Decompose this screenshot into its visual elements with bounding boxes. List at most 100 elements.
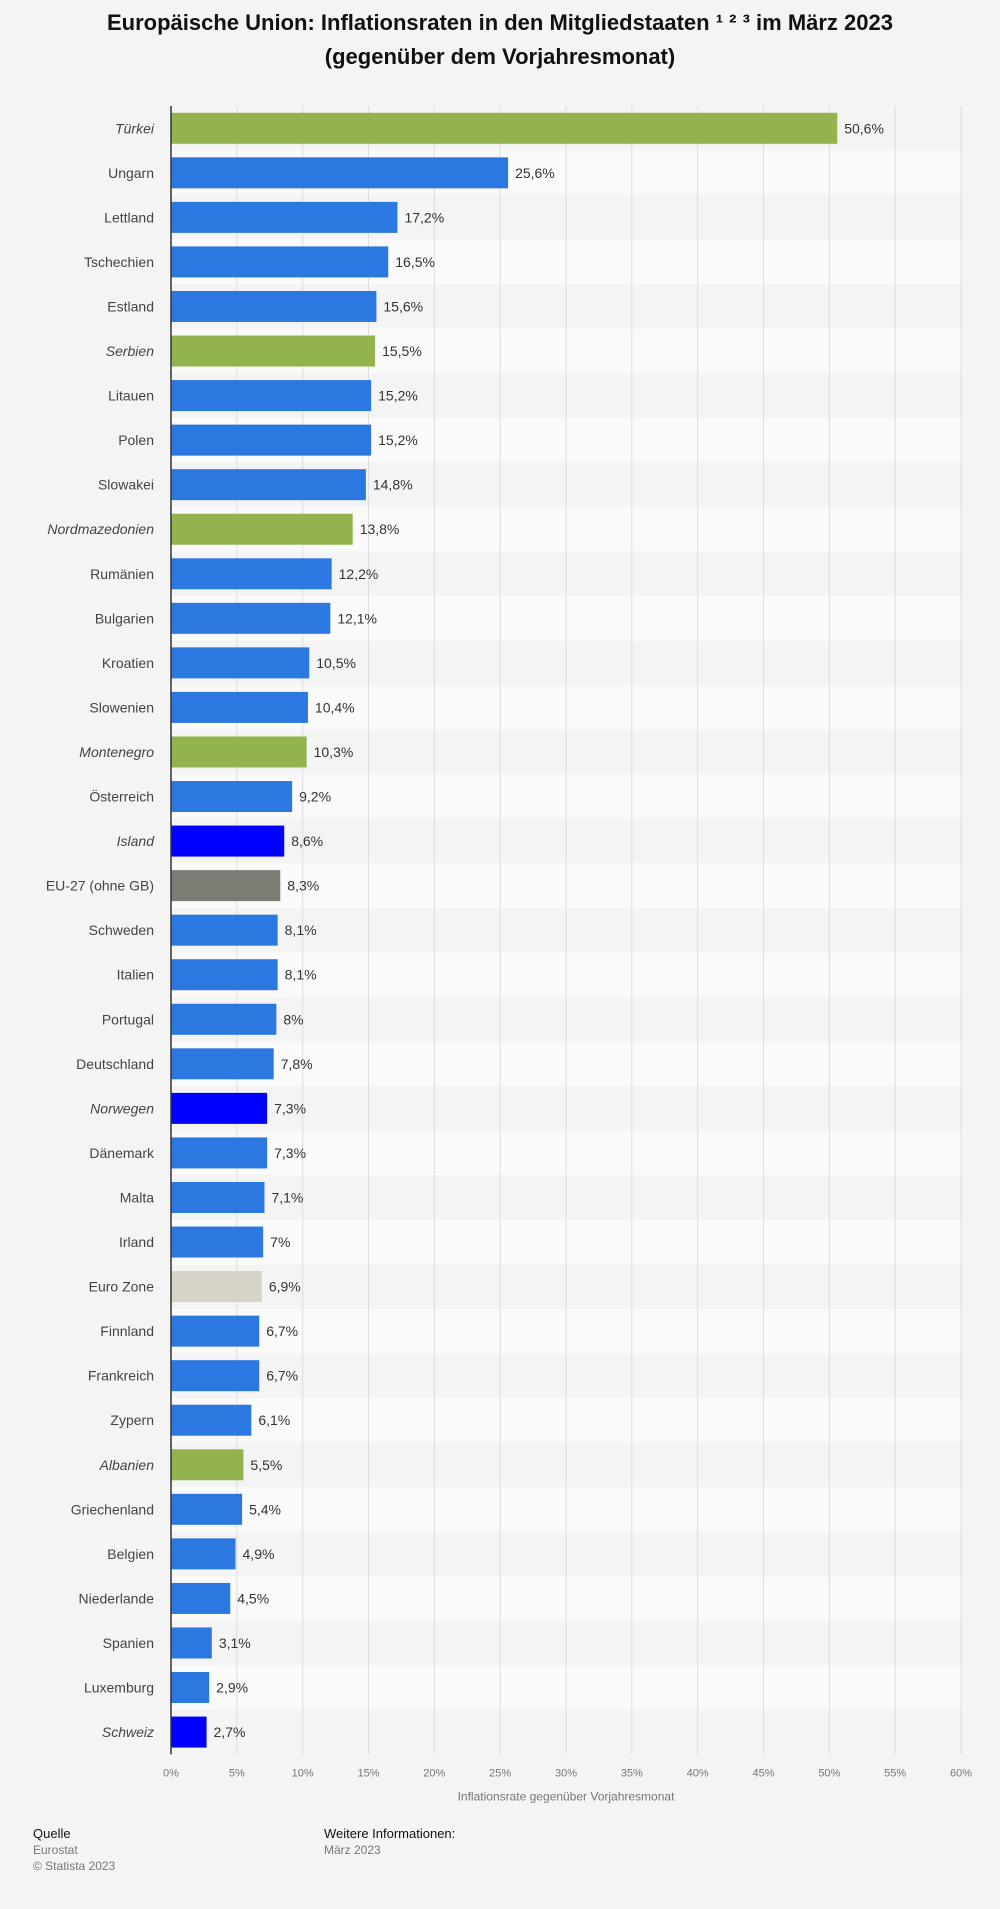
value-label: 8%	[283, 1011, 303, 1027]
value-label: 2,9%	[216, 1680, 248, 1696]
category-label: Nordmazedonien	[47, 521, 154, 537]
footer-source: Quelle Eurostat © Statista 2023	[33, 1826, 115, 1874]
bar	[171, 1271, 262, 1303]
value-label: 5,5%	[250, 1457, 282, 1473]
bar	[171, 1627, 212, 1659]
bar	[171, 1226, 264, 1258]
x-tick-label: 0%	[163, 1767, 179, 1779]
bar	[171, 1048, 274, 1080]
category-label: Slowakei	[98, 477, 154, 493]
value-label: 8,1%	[285, 967, 317, 983]
category-label: Malta	[120, 1189, 154, 1205]
bar	[171, 870, 281, 902]
x-tick-label: 15%	[357, 1767, 379, 1779]
bar	[171, 112, 838, 144]
value-label: 5,4%	[249, 1501, 281, 1517]
chart-title: Europäische Union: Inflationsraten in de…	[40, 6, 960, 74]
value-label: 15,5%	[382, 343, 422, 359]
value-label: 12,1%	[337, 610, 377, 626]
info-heading[interactable]: Weitere Informationen:	[324, 1826, 456, 1841]
category-label: Niederlande	[79, 1590, 155, 1606]
value-label: 6,9%	[269, 1279, 301, 1295]
category-label: Österreich	[89, 788, 154, 805]
bar	[171, 959, 278, 991]
category-label: Estland	[107, 298, 154, 314]
bar	[171, 1092, 268, 1124]
x-tick-label: 10%	[292, 1767, 314, 1779]
category-label: Euro Zone	[89, 1279, 155, 1295]
category-label: Schweden	[89, 922, 154, 938]
value-label: 15,6%	[383, 298, 423, 314]
category-label: Ungarn	[108, 165, 154, 181]
category-label: Dänemark	[89, 1145, 155, 1161]
bar	[171, 335, 376, 367]
x-tick-label: 45%	[752, 1767, 774, 1779]
value-label: 6,7%	[266, 1368, 298, 1384]
category-label: Litauen	[108, 388, 154, 404]
bar	[171, 691, 308, 723]
value-label: 7,8%	[281, 1056, 313, 1072]
value-label: 9,2%	[299, 789, 331, 805]
category-label: Island	[117, 833, 156, 849]
bar	[171, 1672, 210, 1704]
value-label: 4,5%	[237, 1590, 269, 1606]
bar	[171, 1493, 243, 1525]
category-label: Rumänien	[90, 566, 154, 582]
value-label: 10,4%	[315, 699, 355, 715]
bar	[171, 736, 307, 768]
bar	[171, 1181, 265, 1213]
category-label: Frankreich	[88, 1368, 154, 1384]
category-label: Irland	[119, 1234, 154, 1250]
category-label: Montenegro	[79, 744, 154, 760]
value-label: 15,2%	[378, 432, 418, 448]
category-label: Albanien	[99, 1457, 155, 1473]
category-label: Luxemburg	[84, 1680, 154, 1696]
footer-info: Weitere Informationen: März 2023	[324, 1826, 455, 1858]
value-label: 10,5%	[316, 655, 356, 671]
category-label: Belgien	[107, 1546, 154, 1562]
x-tick-label: 5%	[229, 1767, 245, 1779]
value-label: 50,6%	[844, 120, 884, 136]
bar	[171, 1538, 236, 1570]
value-label: 13,8%	[360, 521, 400, 537]
bar	[171, 825, 285, 857]
bar	[171, 558, 332, 590]
value-label: 6,7%	[266, 1323, 298, 1339]
category-label: Lettland	[104, 209, 154, 225]
bar-chart: 0% 5% 10% 15% 20% 25% 30% 35% 40% 45% 50% 55% 60% Inf…	[46, 106, 972, 1803]
chart-title-line-2: (gegenüber dem Vorjahresmonat)	[324, 44, 676, 69]
value-label: 16,5%	[395, 254, 435, 270]
x-tick-label: 60%	[950, 1767, 972, 1779]
bar	[171, 380, 372, 412]
value-label: 25,6%	[515, 165, 555, 181]
category-label: Italien	[117, 967, 154, 983]
value-label: 12,2%	[339, 566, 379, 582]
x-tick-label: 50%	[818, 1767, 840, 1779]
bar	[171, 1360, 260, 1392]
bar	[171, 513, 353, 545]
bar	[171, 469, 366, 501]
bar	[171, 1716, 207, 1748]
x-axis-label: Inflationsrate gegenüber Vorjahresmonat	[458, 1789, 675, 1803]
bar	[171, 1404, 252, 1436]
category-label: Serbien	[106, 343, 154, 359]
chart-title-line-1: Europäische Union: Inflationsraten in de…	[106, 10, 893, 35]
source-name[interactable]: Eurostat	[33, 1843, 78, 1857]
category-label: Slowenien	[89, 699, 154, 715]
value-label: 15,2%	[378, 388, 418, 404]
category-label: Deutschland	[76, 1056, 154, 1072]
bar	[171, 424, 372, 456]
category-label: Tschechien	[84, 254, 154, 270]
source-heading: Quelle	[33, 1826, 71, 1841]
category-label: Bulgarien	[95, 610, 154, 626]
value-label: 8,6%	[291, 833, 323, 849]
value-label: 3,1%	[219, 1635, 251, 1651]
category-label: Zypern	[110, 1412, 154, 1428]
x-tick-label: 30%	[555, 1767, 577, 1779]
value-label: 7,3%	[274, 1145, 306, 1161]
bar	[171, 157, 509, 189]
copyright-text: © Statista 2023	[33, 1859, 116, 1873]
bar	[171, 647, 310, 679]
category-label: Kroatien	[102, 655, 154, 671]
value-label: 7,1%	[271, 1189, 303, 1205]
